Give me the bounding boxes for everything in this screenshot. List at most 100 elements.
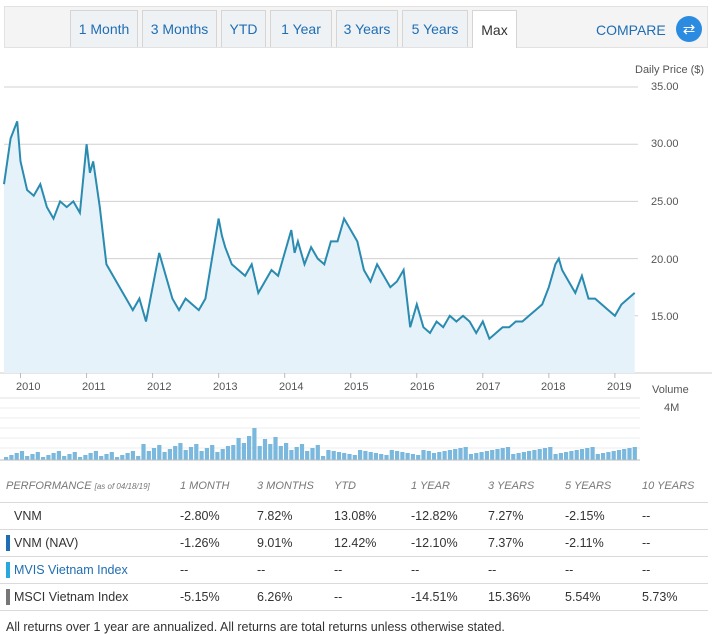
- volume-bar: [474, 453, 479, 460]
- volume-bar: [252, 428, 257, 460]
- volume-bar: [41, 457, 46, 460]
- x-tick: 2010: [16, 381, 41, 393]
- volume-bar: [416, 455, 421, 460]
- tab-5-years[interactable]: 5 Years: [402, 10, 468, 47]
- tab-1-month[interactable]: 1 Month: [70, 10, 138, 47]
- x-tick: 2013: [213, 381, 238, 393]
- volume-bar: [210, 445, 215, 460]
- x-tick: 2017: [476, 381, 501, 393]
- col-1-year: 1 YEAR: [411, 480, 450, 492]
- volume-bar: [558, 453, 563, 460]
- volume-bar: [368, 452, 373, 460]
- volume-bar: [141, 444, 146, 460]
- volume-bar: [585, 448, 590, 460]
- volume-bar: [479, 452, 484, 460]
- volume-bar: [236, 438, 241, 460]
- cell-ytd: 13.08%: [334, 509, 377, 523]
- x-tick: 2012: [147, 381, 172, 393]
- x-tick: 2018: [541, 381, 566, 393]
- volume-bar: [564, 452, 569, 460]
- volume-bar: [104, 454, 109, 460]
- volume-bar: [215, 452, 220, 460]
- volume-bar: [194, 444, 199, 460]
- volume-bar: [437, 452, 442, 460]
- tab-1-year[interactable]: 1 Year: [270, 10, 332, 47]
- cell-5y: -2.15%: [565, 509, 605, 523]
- compare-link[interactable]: COMPARE: [596, 22, 666, 38]
- volume-bar: [326, 450, 331, 460]
- volume-bar: [537, 449, 542, 460]
- volume-bar: [315, 445, 320, 460]
- volume-bar: [426, 451, 431, 460]
- compare-swap-icon[interactable]: ⇄: [676, 16, 702, 42]
- volume-bar: [9, 455, 14, 460]
- volume-bar: [268, 444, 273, 460]
- volume-bar: [93, 451, 98, 460]
- cell-10y: 5.73%: [642, 590, 678, 604]
- volume-bar: [151, 448, 157, 460]
- x-tick: 2011: [82, 381, 106, 393]
- row-name-link[interactable]: MVIS Vietnam Index: [14, 563, 128, 577]
- volume-bar: [78, 457, 83, 460]
- volume-bar: [484, 451, 489, 460]
- volume-bar: [157, 445, 162, 460]
- row-name: VNM (NAV): [14, 536, 79, 550]
- performance-as-of: [as of 04/18/19]: [94, 482, 150, 491]
- volume-bar: [431, 453, 437, 460]
- cell-1m: -1.26%: [180, 536, 220, 550]
- volume-bar: [120, 455, 125, 460]
- volume-bar: [395, 451, 400, 460]
- volume-bar: [527, 451, 532, 460]
- volume-bar: [379, 454, 384, 460]
- tab-3-months[interactable]: 3 Months: [142, 10, 217, 47]
- volume-bar: [516, 453, 521, 460]
- series-color-marker: [6, 535, 10, 551]
- x-tick: 2019: [607, 381, 632, 393]
- volume-bar: [569, 451, 574, 460]
- volume-bar: [167, 449, 172, 460]
- cell-1y: --: [411, 563, 420, 577]
- x-tick: 2016: [410, 381, 435, 393]
- volume-bar: [595, 454, 600, 460]
- tab-max[interactable]: Max: [472, 10, 517, 48]
- volume-bar: [389, 450, 394, 460]
- volume-bar: [204, 448, 209, 460]
- volume-bar: [342, 453, 347, 460]
- performance-title: PERFORMANCE: [6, 480, 92, 492]
- cell-1m: -2.80%: [180, 509, 220, 523]
- volume-bar: [173, 446, 178, 460]
- volume-bar: [590, 447, 595, 460]
- volume-bar: [178, 443, 183, 460]
- x-tick: 2014: [279, 381, 304, 393]
- cell-3y: 15.36%: [488, 590, 531, 604]
- volume-bar: [447, 450, 452, 460]
- volume-bar: [579, 449, 585, 460]
- row-name: MSCI Vietnam Index: [14, 590, 129, 604]
- volume-bar: [606, 452, 611, 460]
- volume-bar: [225, 446, 231, 460]
- col-1-month: 1 MONTH: [180, 480, 230, 492]
- table-row: VNM -2.80% 7.82% 13.08% -12.82% 7.27% -2…: [0, 502, 708, 529]
- volume-bar: [46, 455, 51, 460]
- tab-ytd[interactable]: YTD: [221, 10, 266, 47]
- cell-5y: 5.54%: [565, 590, 601, 604]
- cell-10y: --: [642, 509, 651, 523]
- volume-bar: [62, 456, 67, 460]
- volume-bar: [632, 447, 637, 460]
- volume-bar: [136, 456, 141, 460]
- cell-ytd: --: [334, 563, 343, 577]
- volume-bar: [262, 439, 268, 460]
- tab-3-years[interactable]: 3 Years: [336, 10, 398, 47]
- volume-bar: [231, 445, 236, 460]
- volume-bar: [19, 451, 25, 460]
- volume-bar: [358, 450, 363, 460]
- volume-bar: [611, 451, 616, 460]
- volume-bar: [162, 452, 167, 460]
- volume-bar: [83, 455, 88, 460]
- cell-5y: --: [565, 563, 574, 577]
- volume-bar: [99, 456, 104, 460]
- x-tick: 2015: [344, 381, 369, 393]
- volume-bar: [310, 448, 315, 460]
- cell-1m: -5.15%: [180, 590, 220, 604]
- price-chart: [0, 86, 712, 461]
